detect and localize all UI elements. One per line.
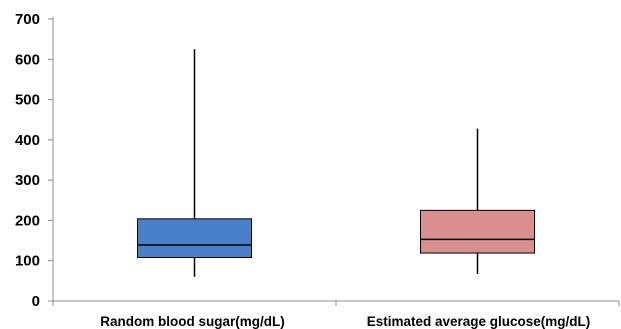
x-axis-labels: Random blood sugar(mg/dL) Estimated avera…	[100, 314, 590, 329]
y-tick-label: 400	[15, 132, 40, 149]
iqr-box	[420, 209, 535, 254]
x-category-label: Estimated average glucose(mg/dL)	[367, 314, 591, 329]
y-tick-label: 300	[15, 172, 40, 189]
y-tick-label: 600	[15, 51, 40, 68]
box-2	[420, 128, 535, 275]
y-axis-ticks: 0 100 200 300 400 500 600 700	[15, 11, 53, 310]
boxes	[137, 49, 535, 277]
y-tick-label: 700	[15, 11, 40, 28]
y-tick-label: 500	[15, 92, 40, 109]
y-tick-label: 100	[15, 253, 40, 270]
axes	[52, 17, 620, 306]
iqr-box	[137, 218, 252, 258]
box-1	[137, 49, 252, 277]
y-tick-label: 0	[32, 293, 40, 310]
y-tick-label: 200	[15, 212, 40, 229]
x-category-label: Random blood sugar(mg/dL)	[100, 314, 285, 329]
